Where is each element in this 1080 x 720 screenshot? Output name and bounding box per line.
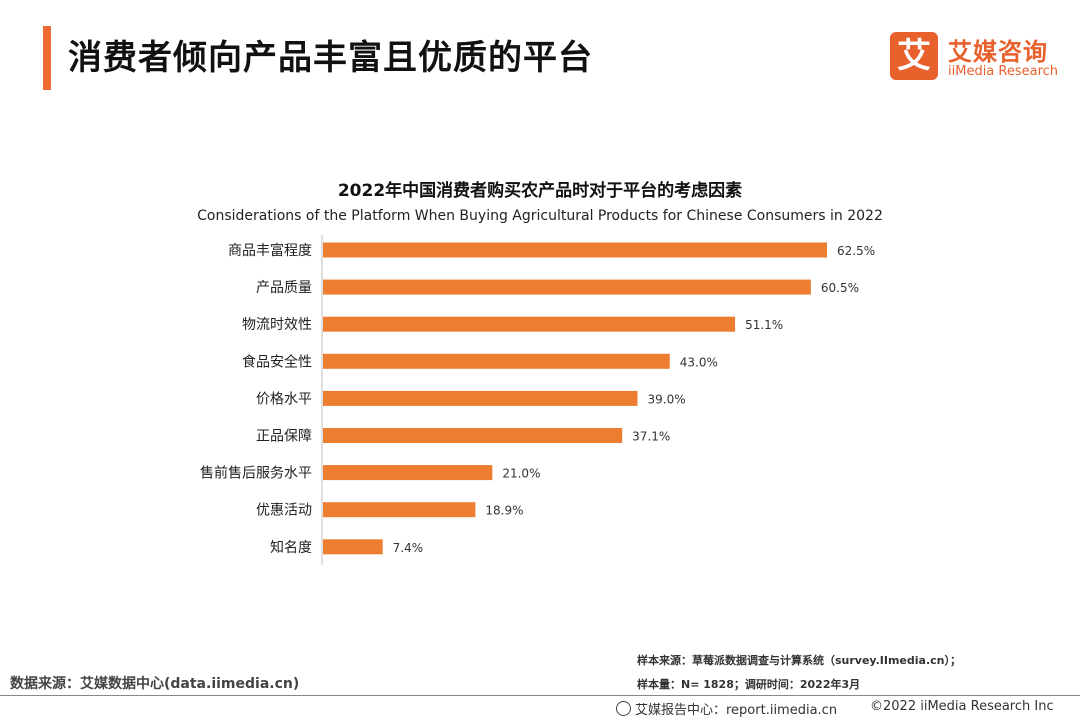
category-label: 正品保障 [256,429,312,445]
sample-source-note: 样本来源：草莓派数据调查与计算系统（survey.IImedia.cn）； [637,654,961,667]
value-label: 39.0% [647,392,685,406]
bar [323,242,827,258]
bar [323,353,670,369]
sample-info-note: 样本量：N= 1828；调研时间：2022年3月 [637,678,861,691]
value-label: 7.4% [393,541,424,555]
globe-icon [616,701,631,716]
category-label: 知名度 [270,539,312,556]
chart-title: 2022年中国消费者购买农产品时对于平台的考虑因素 [337,181,743,201]
value-label: 51.1% [745,318,783,332]
category-label: 物流时效性 [242,317,312,333]
value-label: 37.1% [632,430,670,444]
logo-text-en: iiMedia Research [948,64,1059,79]
title-accent-bar [43,26,51,90]
value-label: 60.5% [821,281,859,295]
bar [323,502,476,518]
bar [323,316,736,332]
logo-text-cn: 艾媒咨询 [948,38,1048,66]
bar [323,465,493,481]
data-source-note: 数据来源：艾媒数据中心(data.iimedia.cn) [10,676,300,692]
iimedia-logo: 艾 艾媒咨询 iiMedia Research [890,32,1070,82]
bar [323,279,811,295]
value-label: 18.9% [485,504,523,518]
value-label: 62.5% [837,244,875,258]
category-label: 食品安全性 [242,353,312,370]
value-label: 43.0% [680,355,718,369]
bar [323,390,638,406]
logo-mark-icon: 艾 [890,32,938,80]
bar [323,428,623,443]
chart-subtitle: Considerations of the Platform When Buyi… [197,208,883,224]
category-label: 优惠活动 [256,503,312,519]
page-title: 消费者倾向产品丰富且优质的平台 [68,38,593,78]
report-center-link[interactable]: 艾媒报告中心：report.iimedia.cn [616,699,837,718]
report-center-text: 艾媒报告中心：report.iimedia.cn [635,703,838,718]
category-label: 商品丰富程度 [228,242,312,259]
category-label: 价格水平 [256,391,312,407]
footer-divider [0,695,1080,696]
value-label: 21.0% [502,467,540,481]
category-label: 产品质量 [256,280,312,296]
category-label: 售前售后服务水平 [200,465,312,482]
copyright-text: ©2022 iiMedia Research Inc [870,699,1054,714]
bar [323,539,383,555]
